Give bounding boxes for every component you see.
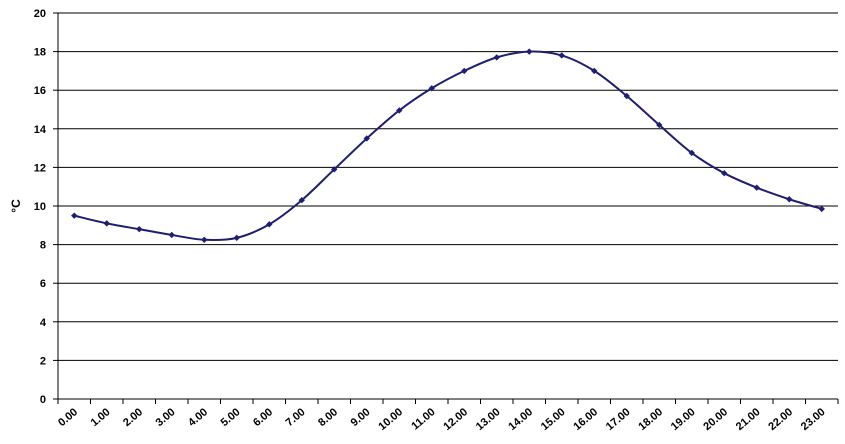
x-tick-label: 13.00: [474, 406, 503, 433]
x-tick-label: 9.00: [349, 406, 373, 429]
gridlines: [58, 12, 838, 361]
x-tick-label: 8.00: [316, 406, 340, 429]
data-point-9.00: [363, 135, 370, 142]
data-point-0.00: [71, 212, 78, 219]
x-tick-label: 23.00: [799, 406, 828, 433]
x-tick-label: 22.00: [766, 406, 795, 433]
x-tick-label: 0.00: [56, 406, 80, 429]
data-point-8.00: [331, 166, 338, 173]
data-point-1.00: [103, 220, 110, 227]
x-tick-label: 10.00: [376, 406, 405, 433]
x-tick-label: 6.00: [251, 406, 275, 429]
x-tick-labels: 0.00 1.00 2.00 3.00 4.00 5.00 6.00 7.00 8.00 9.00…: [56, 406, 828, 433]
data-point-23.00: [818, 205, 825, 213]
data-point-16.00: [591, 67, 598, 75]
data-point-13.00: [493, 54, 500, 61]
x-tick-label: 12.00: [441, 406, 470, 433]
y-tick-label: 8: [40, 240, 46, 252]
y-tick-label: 12: [34, 162, 46, 174]
data-point-14.00: [526, 48, 533, 55]
y-tick-label: 20: [34, 8, 46, 20]
y-tick-labels: 0 2 4 6 8 10 12 14 16 18 20: [34, 8, 47, 406]
data-point-15.00: [558, 52, 565, 59]
data-point-21.00: [753, 184, 760, 191]
data-point-5.00: [233, 234, 240, 242]
y-tick-label: 6: [40, 278, 46, 290]
data-point-17.00: [623, 92, 630, 100]
data-point-6.00: [266, 221, 273, 228]
x-tick-label: 15.00: [539, 406, 568, 433]
data-point-2.00: [136, 225, 143, 233]
data-point-10.00: [396, 107, 403, 114]
x-tick-label: 20.00: [701, 406, 730, 433]
data-point-3.00: [168, 231, 175, 239]
x-tick-label: 19.00: [669, 406, 698, 433]
series-line-temperature: [74, 50, 823, 242]
y-tick-label: 18: [34, 47, 46, 59]
x-tick-label: 5.00: [219, 406, 243, 429]
x-tick-label: 11.00: [409, 406, 437, 432]
data-point-19.00: [688, 149, 695, 157]
y-tick-label: 16: [34, 85, 46, 97]
x-tick-label: 4.00: [186, 406, 210, 429]
x-tick-label: 7.00: [284, 406, 308, 429]
x-tick-label: 14.00: [506, 406, 535, 433]
y-tick-label: 4: [40, 317, 47, 329]
y-axis-label: °C: [9, 199, 23, 213]
data-point-12.00: [461, 67, 468, 75]
series-line-group: [74, 50, 823, 242]
x-tick-label: 18.00: [636, 406, 665, 433]
y-tick-label: 14: [34, 124, 47, 136]
x-tick-label: 16.00: [571, 406, 600, 433]
data-point-20.00: [721, 169, 728, 177]
data-point-18.00: [656, 121, 663, 129]
y-tick-label: 0: [40, 394, 46, 406]
x-tick-label: 21.00: [734, 406, 763, 433]
data-point-7.00: [298, 197, 305, 204]
x-tick-label: 1.00: [89, 406, 113, 429]
data-point-22.00: [786, 196, 793, 203]
data-points: [71, 48, 825, 243]
axes: [53, 12, 839, 404]
y-tick-label: 2: [40, 355, 46, 367]
data-point-4.00: [201, 236, 208, 243]
x-tick-label: 2.00: [121, 406, 145, 429]
x-tick-label: 3.00: [154, 406, 178, 429]
y-tick-label: 10: [34, 201, 46, 213]
data-point-11.00: [428, 85, 435, 92]
x-tick-label: 17.00: [604, 406, 633, 433]
